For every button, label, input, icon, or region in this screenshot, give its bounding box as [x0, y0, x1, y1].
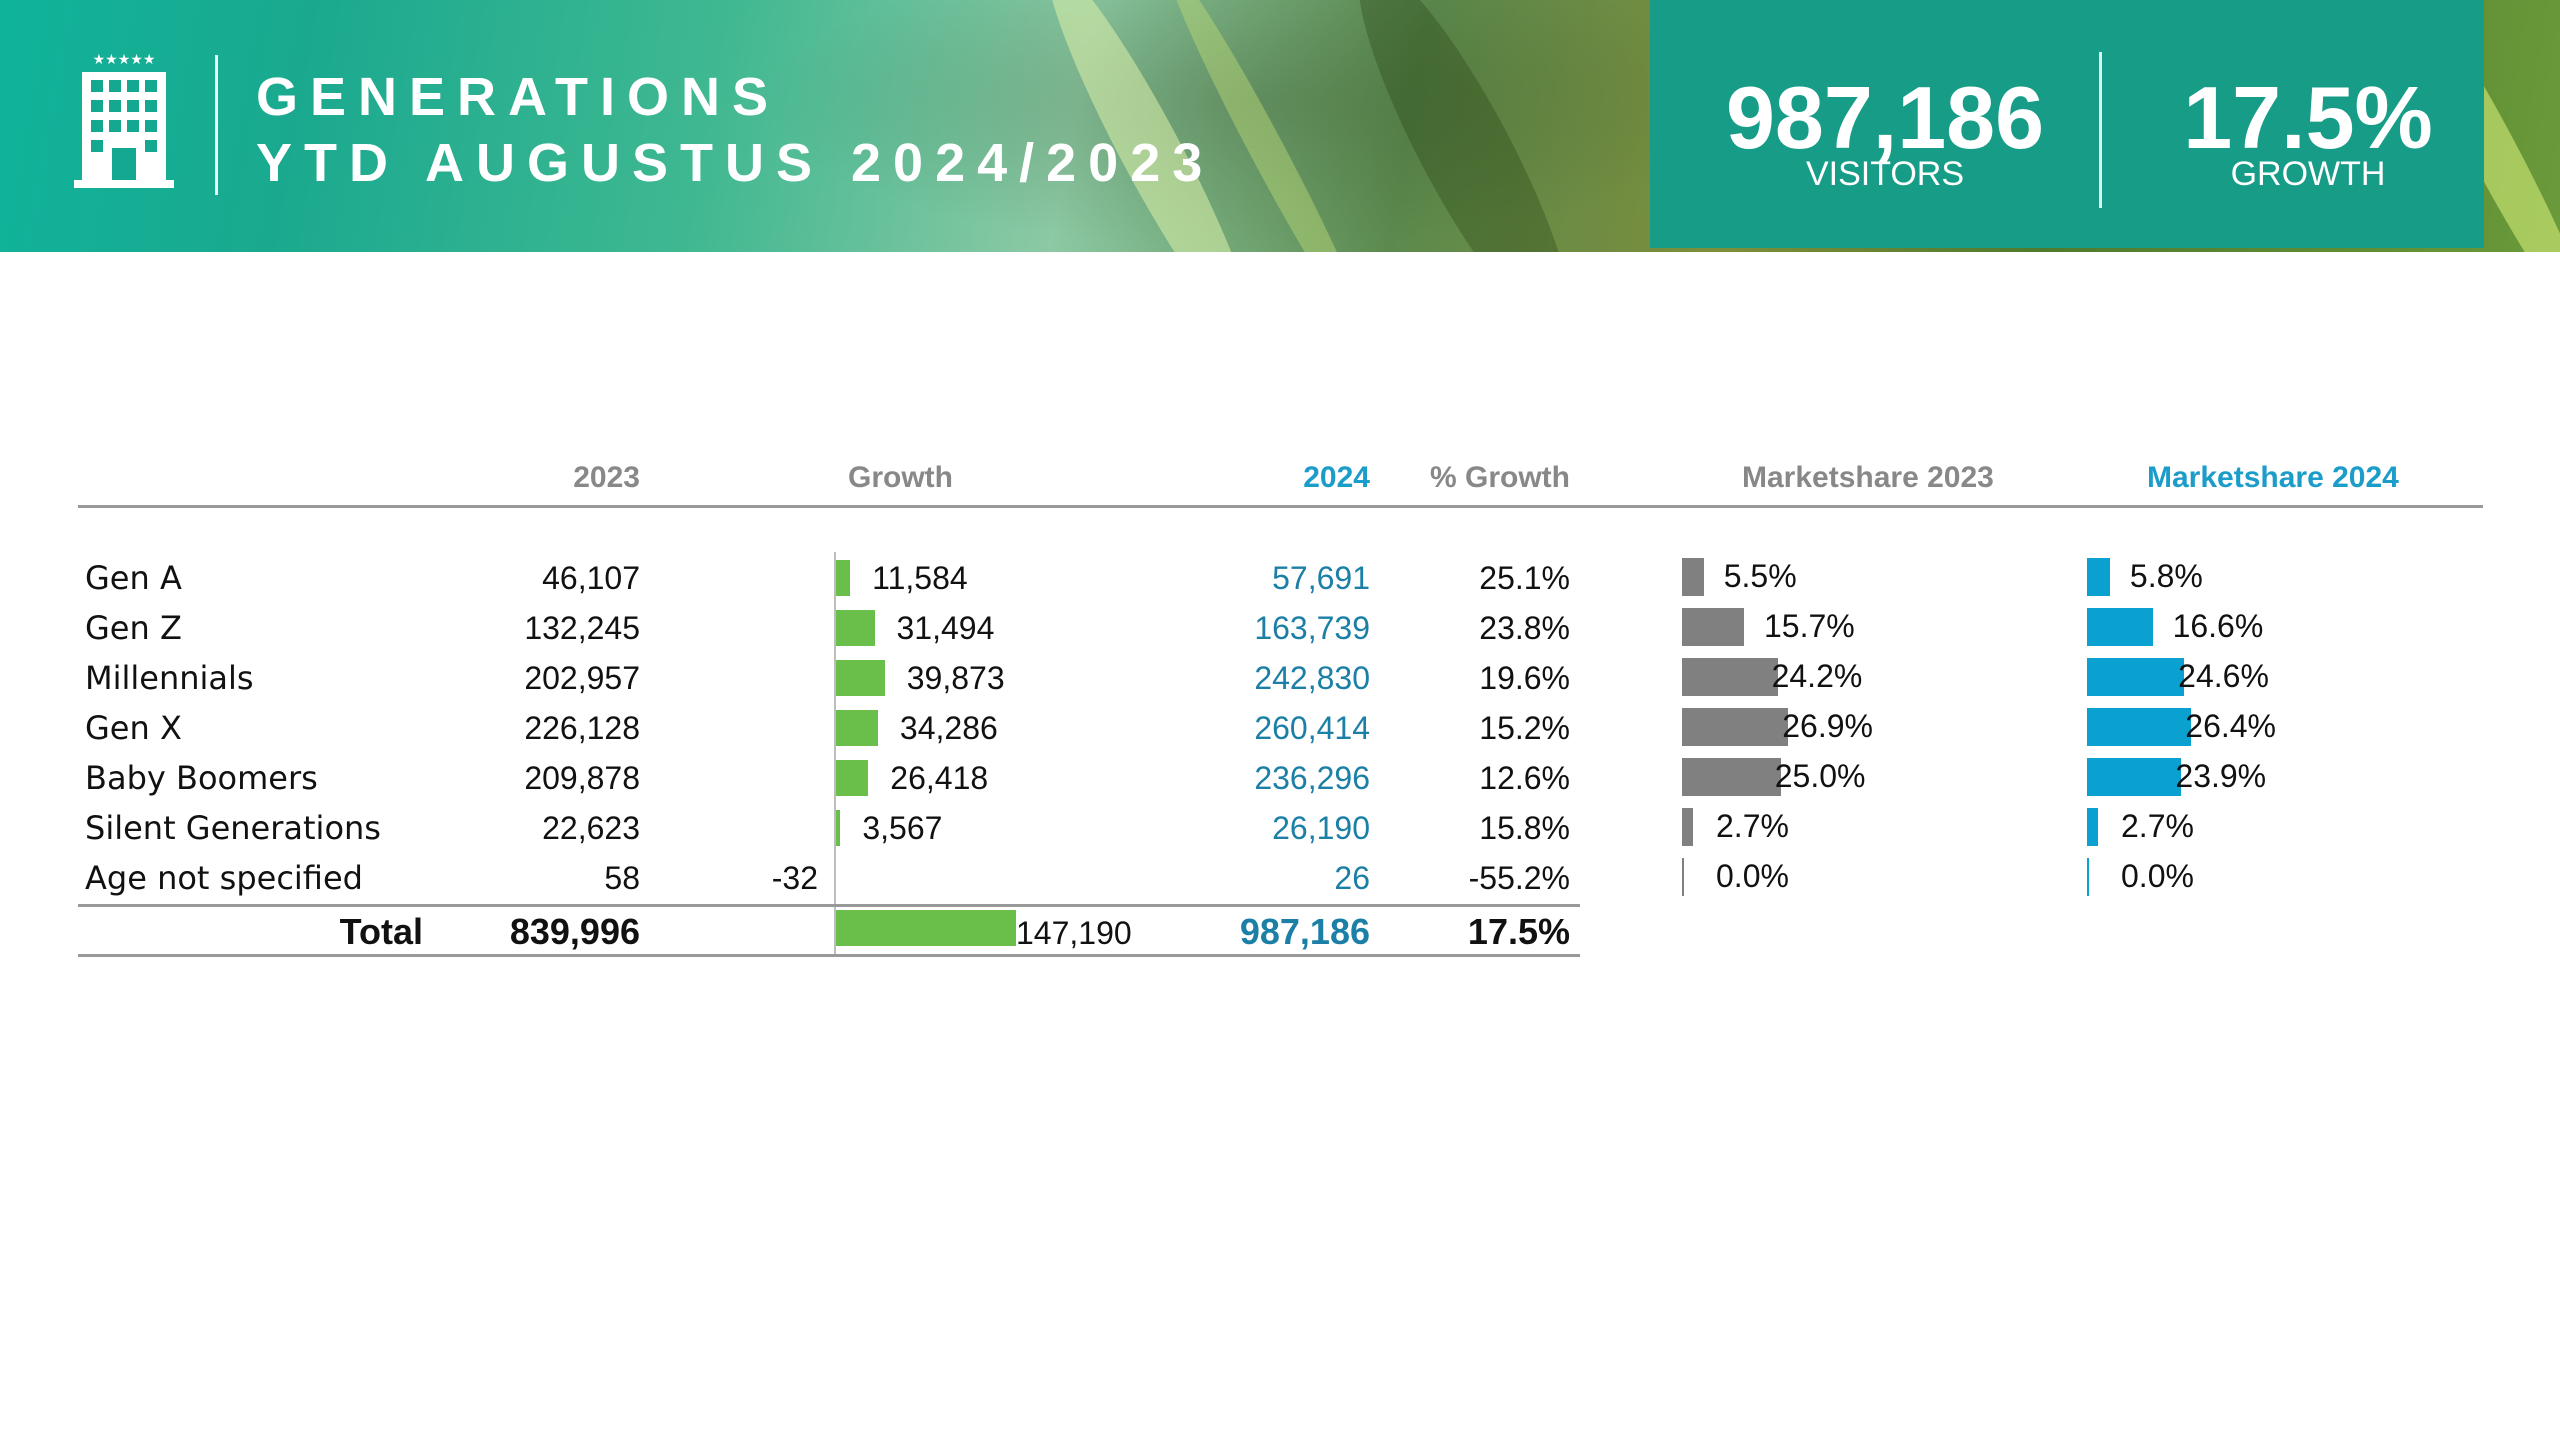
- row-label: Silent Generations: [85, 809, 381, 847]
- row-label: Gen X: [85, 709, 182, 747]
- total-label: Total: [339, 911, 423, 952]
- marketshare-2024-value: 16.6%: [2172, 608, 2264, 644]
- column-header-marketshare-2023: Marketshare 2023: [1742, 461, 1994, 494]
- marketshare-2024-value: 23.9%: [2175, 758, 2267, 794]
- marketshare-2023-bar: [1682, 758, 1781, 796]
- pct-growth: 15.8%: [1479, 810, 1570, 846]
- row-label: Baby Boomers: [85, 759, 318, 797]
- value-2024: 260,414: [1254, 710, 1370, 746]
- marketshare-2023-bar: [1682, 658, 1778, 696]
- marketshare-2024-bar: [2087, 608, 2153, 646]
- growth-value: 26,418: [890, 760, 989, 796]
- value-2024: 26,190: [1272, 810, 1370, 846]
- marketshare-2023-value: 2.7%: [1716, 808, 1789, 844]
- growth-bar: [836, 610, 875, 646]
- total-pct-growth: 17.5%: [1467, 911, 1570, 952]
- marketshare-2024-bar: [2087, 808, 2098, 846]
- growth-axis: [834, 552, 836, 954]
- marketshare-2024-bar: [2087, 708, 2192, 746]
- growth-value: 39,873: [906, 660, 1005, 696]
- growth-bar: [836, 760, 869, 796]
- pct-growth: 19.6%: [1479, 660, 1570, 696]
- pct-growth: 25.1%: [1479, 560, 1570, 596]
- marketshare-2023-value: 26.9%: [1782, 708, 1873, 744]
- value-2023: 22,623: [542, 810, 640, 846]
- growth-value: 11,584: [872, 560, 968, 596]
- hotel-building-icon: ★★★★★: [74, 52, 174, 188]
- value-2024: 242,830: [1254, 660, 1370, 696]
- row-label: Millennials: [85, 659, 254, 697]
- kpi-visitors-label: VISITORS: [1805, 155, 1965, 193]
- total-growth-value: 147,190: [1016, 915, 1132, 951]
- kpi-divider: [2099, 52, 2102, 208]
- value-2023: 226,128: [524, 710, 640, 746]
- marketshare-2023-value: 25.0%: [1774, 758, 1866, 794]
- growth-value: 31,494: [896, 610, 995, 646]
- svg-text:★★★★★: ★★★★★: [93, 52, 156, 68]
- total-rule: [78, 904, 1580, 907]
- pct-growth: 12.6%: [1479, 760, 1570, 796]
- marketshare-2024-value: 5.8%: [2129, 558, 2203, 594]
- growth-value: -32: [771, 860, 818, 896]
- marketshare-2024-bar: [2087, 758, 2182, 796]
- value-2024: 236,296: [1254, 760, 1370, 796]
- column-header-growth: Growth: [848, 461, 953, 494]
- marketshare-2024-bar: [2087, 858, 2089, 896]
- marketshare-2023-value: 15.7%: [1764, 608, 1855, 644]
- value-2024: 163,739: [1254, 610, 1370, 646]
- marketshare-2024-value: 0.0%: [2121, 858, 2194, 894]
- marketshare-2023-bar: [1682, 858, 1684, 896]
- value-2024: 57,691: [1272, 560, 1370, 596]
- marketshare-2024-bar: [2087, 658, 2185, 696]
- total-rule: [78, 954, 1580, 957]
- value-2024: 26: [1334, 860, 1370, 896]
- column-header-2023: 2023: [573, 461, 640, 494]
- marketshare-2023-value: 5.5%: [1723, 558, 1797, 594]
- total-2024: 987,186: [1239, 911, 1370, 952]
- pct-growth: 23.8%: [1479, 610, 1570, 646]
- growth-value: 3,567: [862, 810, 943, 846]
- value-2023: 58: [604, 860, 640, 896]
- page-subtitle: YTD AUGUSTUS 2024/2023: [256, 133, 1215, 193]
- marketshare-2024-value: 26.4%: [2185, 708, 2276, 744]
- growth-bar: [836, 810, 841, 846]
- marketshare-2023-bar: [1682, 608, 1744, 646]
- marketshare-2023-value: 24.2%: [1771, 658, 1863, 694]
- growth-bar: [836, 710, 878, 746]
- marketshare-2024-value: 24.6%: [2178, 658, 2269, 694]
- value-2023: 209,878: [524, 760, 640, 796]
- kpi-growth-value: 17.5%: [2183, 68, 2433, 167]
- kpi-visitors-value: 987,186: [1725, 68, 2045, 167]
- marketshare-2023-value: 0.0%: [1716, 858, 1789, 894]
- pct-growth: -55.2%: [1468, 860, 1570, 896]
- growth-bar: [836, 560, 851, 596]
- page-title: GENERATIONS: [256, 67, 781, 127]
- value-2023: 132,245: [524, 610, 640, 646]
- row-label: Age not specified: [85, 859, 363, 897]
- column-header-marketshare-2024: Marketshare 2024: [2147, 461, 2399, 494]
- growth-value: 34,286: [899, 710, 998, 746]
- title-divider: [215, 55, 218, 195]
- value-2023: 202,957: [524, 660, 640, 696]
- total-growth-bar: [836, 910, 1016, 946]
- kpi-panel: [1650, 0, 2484, 248]
- marketshare-2023-bar: [1682, 558, 1704, 596]
- kpi-growth-label: GROWTH: [2230, 155, 2386, 193]
- marketshare-2023-bar: [1682, 708, 1789, 746]
- marketshare-2023-bar: [1682, 808, 1693, 846]
- column-header-2024: 2024: [1303, 461, 1370, 494]
- row-label: Gen A: [85, 559, 182, 597]
- growth-bar: [836, 660, 885, 696]
- column-header-pct-growth: % Growth: [1430, 461, 1570, 494]
- row-label: Gen Z: [85, 609, 182, 647]
- pct-growth: 15.2%: [1479, 710, 1570, 746]
- value-2023: 46,107: [542, 560, 640, 596]
- total-2023: 839,996: [509, 911, 640, 952]
- marketshare-2024-value: 2.7%: [2121, 808, 2194, 844]
- header-rule: [78, 505, 2483, 508]
- marketshare-2024-bar: [2087, 558, 2110, 596]
